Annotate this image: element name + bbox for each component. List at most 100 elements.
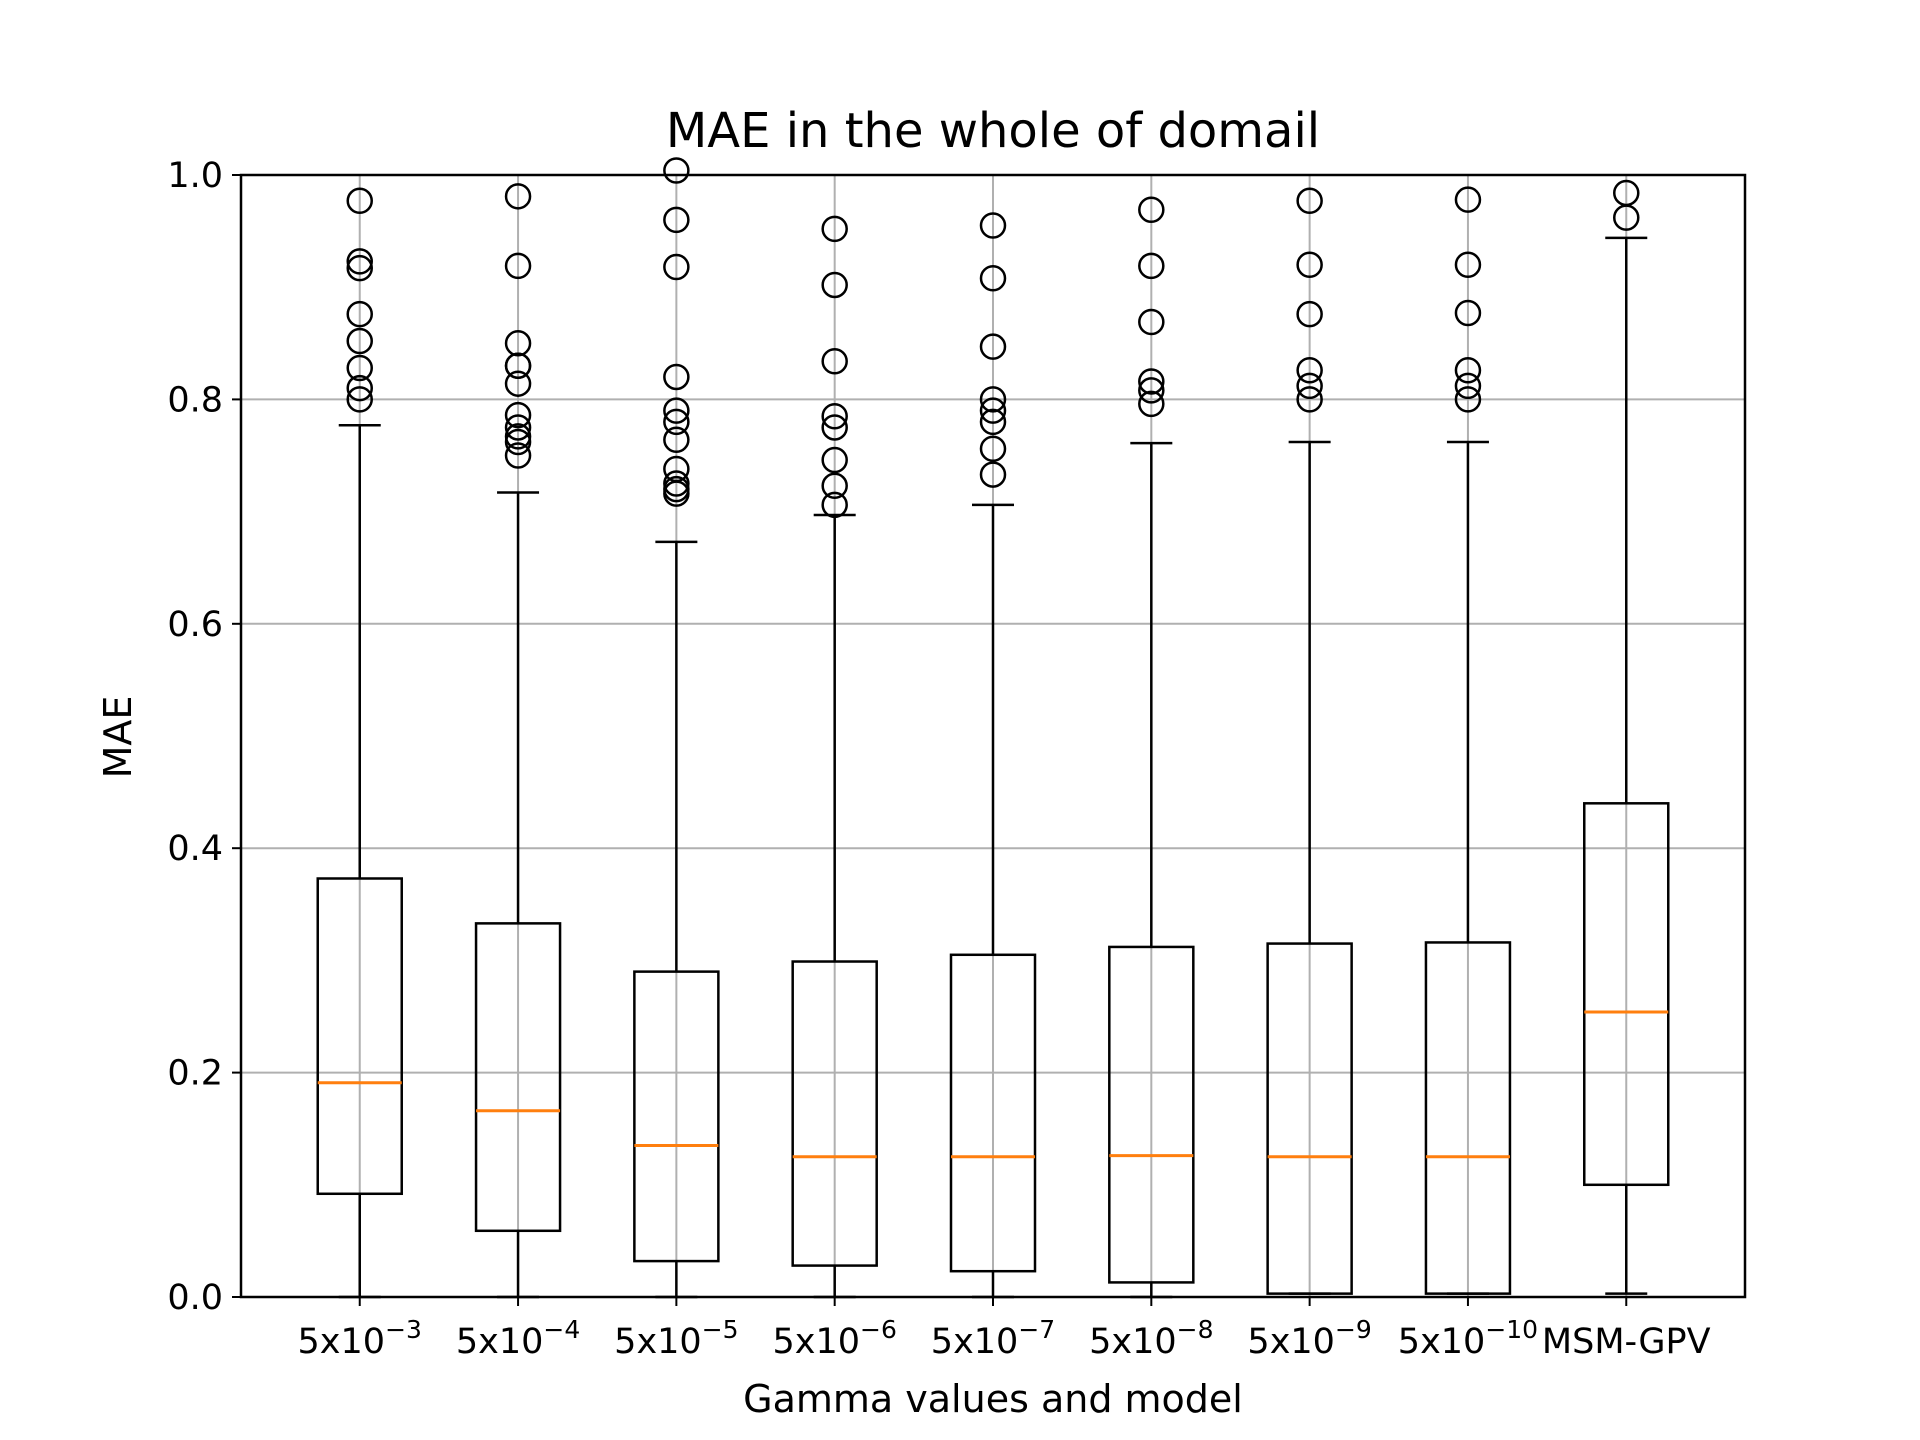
outlier-point — [1138, 252, 1165, 280]
outlier-point — [504, 428, 532, 456]
outlier-point — [504, 252, 532, 280]
outlier-point — [979, 435, 1007, 463]
box-group — [1583, 179, 1670, 1295]
outlier-point — [504, 352, 532, 379]
x-tick-label-base: 5x10 — [456, 1322, 544, 1362]
x-tick-label-base: MSM-GPV — [1542, 1322, 1711, 1362]
y-tick-label: 0.6 — [167, 605, 223, 645]
outlier-point — [1454, 372, 1482, 400]
x-tick-label-exponent: −6 — [860, 1315, 897, 1344]
outlier-point — [1296, 372, 1323, 400]
outlier-point — [1454, 251, 1482, 279]
y-axis-label: MAE — [96, 696, 140, 779]
iqr-box — [474, 922, 562, 1233]
outlier-point — [1454, 299, 1482, 327]
box-group — [633, 157, 720, 1299]
outlier-point — [979, 333, 1007, 360]
iqr-box — [1108, 945, 1195, 1284]
outlier-point — [979, 461, 1007, 488]
outlier-point — [346, 248, 373, 275]
y-tick-label: 0.4 — [167, 829, 223, 869]
outlier-point — [346, 300, 373, 328]
outlier-point — [663, 363, 690, 391]
outlier-point — [1138, 308, 1165, 336]
chart-title: MAE in the whole of domail — [666, 103, 1320, 159]
outlier-point — [1454, 186, 1482, 213]
outlier-point — [663, 426, 690, 454]
x-tick-label-exponent: −3 — [385, 1315, 422, 1344]
x-tick-label: 5x10−3 — [298, 1315, 422, 1362]
outlier-point — [504, 330, 532, 357]
box-group — [1108, 196, 1195, 1299]
x-axis-label: Gamma values and model — [743, 1377, 1243, 1421]
x-tick-label: 5x10−7 — [931, 1315, 1055, 1362]
x-tick-label-base: 5x10 — [772, 1322, 860, 1362]
outlier-point — [1296, 251, 1323, 279]
outlier-point — [821, 472, 848, 500]
outlier-point — [504, 370, 532, 397]
x-tick-label: 5x10−5 — [614, 1315, 738, 1362]
x-tick-label: 5x10−9 — [1247, 1315, 1371, 1362]
box-group — [949, 212, 1037, 1299]
outlier-point — [346, 354, 373, 382]
x-tick-label-exponent: −5 — [702, 1315, 739, 1344]
outlier-point — [346, 386, 373, 413]
outlier-point — [504, 414, 532, 441]
x-tick-label-exponent: −10 — [1485, 1315, 1538, 1344]
outlier-point — [663, 397, 690, 424]
x-tick-label-base: 5x10 — [931, 1322, 1019, 1362]
outlier-point — [821, 446, 848, 474]
outlier-point — [1138, 368, 1165, 395]
x-tick-label-exponent: −9 — [1335, 1315, 1372, 1344]
x-tick-label-base: 5x10 — [298, 1322, 386, 1362]
iqr-box — [1583, 802, 1670, 1187]
outlier-point — [1138, 196, 1165, 224]
y-tick-label: 1.0 — [167, 156, 223, 196]
outlier-point — [504, 442, 532, 469]
y-tick-label: 0.8 — [167, 380, 223, 420]
outlier-point — [1454, 356, 1482, 384]
x-tick-label-base: 5x10 — [1089, 1322, 1177, 1362]
x-tick-label: 5x10−8 — [1089, 1315, 1213, 1362]
box-group — [1266, 187, 1353, 1295]
outlier-point — [979, 264, 1007, 292]
box-group — [1424, 186, 1512, 1295]
outlier-point — [1138, 390, 1165, 418]
outlier-point — [821, 348, 848, 375]
outlier-point — [1296, 386, 1323, 413]
outlier-point — [1454, 386, 1482, 413]
outlier-point — [346, 254, 373, 282]
outlier-point — [979, 212, 1007, 239]
x-tick-label-exponent: −8 — [1177, 1315, 1214, 1344]
outlier-point — [663, 157, 690, 184]
outlier-point — [663, 253, 690, 281]
outlier-point — [821, 491, 848, 519]
x-tick-label: 5x10−10 — [1398, 1315, 1538, 1362]
outlier-point — [979, 397, 1007, 424]
outlier-point — [1613, 204, 1640, 231]
outlier-point — [821, 402, 848, 430]
outlier-point — [979, 408, 1007, 436]
x-tick-label: 5x10−6 — [772, 1315, 896, 1362]
outlier-point — [663, 408, 690, 436]
iqr-box — [1424, 941, 1512, 1295]
iqr-box — [633, 970, 720, 1263]
x-tick-label: 5x10−4 — [456, 1315, 580, 1362]
outlier-point — [663, 480, 690, 507]
outlier-point — [821, 215, 848, 243]
outlier-point — [1296, 300, 1323, 328]
outlier-point — [346, 187, 373, 215]
box-group — [474, 183, 562, 1299]
outlier-point — [504, 401, 532, 429]
outlier-point — [1138, 377, 1165, 404]
y-tick-label: 0.0 — [167, 1278, 223, 1318]
x-tick-label-exponent: −7 — [1018, 1315, 1055, 1344]
iqr-box — [1266, 942, 1353, 1295]
outlier-point — [663, 206, 690, 234]
x-tick-label-base: 5x10 — [1247, 1322, 1335, 1362]
x-tick-label-exponent: −4 — [543, 1315, 580, 1344]
outlier-point — [504, 183, 532, 210]
